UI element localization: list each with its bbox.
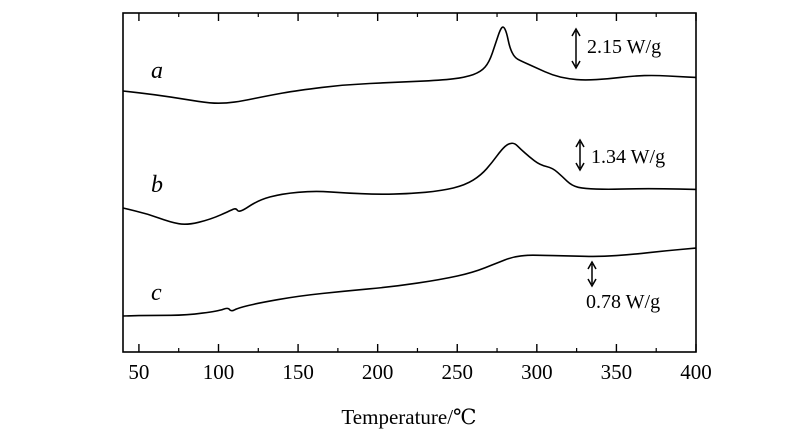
- x-axis-label: Temperature/℃: [341, 405, 476, 429]
- curve-a: [122, 26, 697, 104]
- x-tick-label: 200: [362, 360, 394, 384]
- curve-labels: a b c: [151, 58, 163, 306]
- x-tick-label: 400: [680, 360, 712, 384]
- scale-arrow-down-c: [587, 278, 597, 288]
- curve-b: [122, 142, 697, 226]
- scale-arrow-up-b: [575, 138, 585, 148]
- curve-c: [122, 247, 697, 317]
- scale-arrow-up-a: [571, 27, 581, 37]
- scale-label-a: 2.15 W/g: [587, 36, 661, 58]
- x-ticks: [138, 13, 697, 352]
- scale-label-b: 1.34 W/g: [591, 146, 665, 168]
- x-tick-label: 100: [203, 360, 235, 384]
- x-tick-label: 300: [521, 360, 553, 384]
- curve-label-b: b: [151, 172, 163, 198]
- x-tick-label: 350: [601, 360, 633, 384]
- scale-bars: 2.15 W/g 1.34 W/g 0.78 W/g: [571, 27, 665, 313]
- x-tick-label: 250: [442, 360, 474, 384]
- scale-label-c: 0.78 W/g: [586, 291, 660, 313]
- x-tick-label: 50: [128, 360, 149, 384]
- curve-label-a: a: [151, 58, 163, 84]
- curve-label-c: c: [151, 280, 162, 306]
- plot-frame: [122, 12, 697, 353]
- x-tick-labels: 50 100 150 200 250 300 350 400: [128, 360, 711, 384]
- scale-arrow-down-b: [575, 162, 585, 172]
- x-tick-label: 150: [282, 360, 314, 384]
- curves: [122, 26, 697, 317]
- scale-arrow-down-a: [571, 60, 581, 70]
- scale-arrow-up-c: [587, 260, 597, 270]
